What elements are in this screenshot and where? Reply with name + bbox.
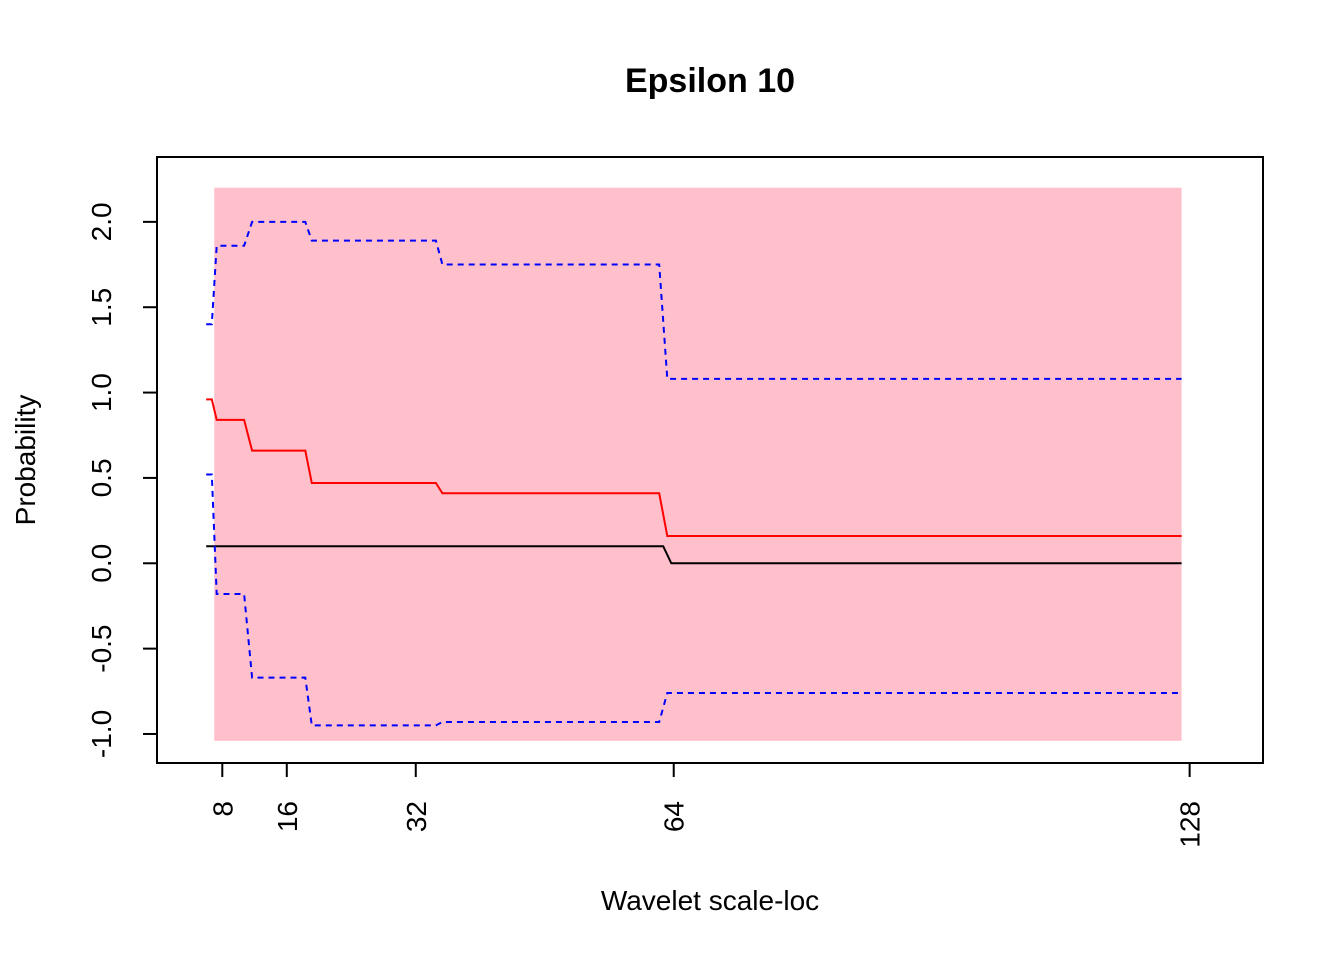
y-tick-label: 1.0 xyxy=(86,373,117,412)
y-tick-label: 0.5 xyxy=(86,458,117,497)
y-tick-label: -1.0 xyxy=(86,710,117,758)
series-line-3 xyxy=(206,220,1182,380)
x-tick-label: 64 xyxy=(659,801,690,832)
x-tick-label: 16 xyxy=(272,801,303,832)
series-line-2 xyxy=(206,398,1182,537)
y-tick-label: 0.0 xyxy=(86,544,117,583)
y-axis-label: Probability xyxy=(10,395,41,526)
plot-area-shading xyxy=(214,187,1182,741)
y-axis: -1.0 -0.5 0.0 0.5 1.0 1.5 2.0 xyxy=(86,202,158,758)
series-line-4 xyxy=(206,473,1182,727)
x-axis: 8 16 32 64 128 xyxy=(207,762,1206,848)
x-tick-label: 128 xyxy=(1175,801,1206,848)
chart-title: Epsilon 10 xyxy=(625,62,795,100)
series-line-1 xyxy=(206,545,1182,565)
y-tick-label: 2.0 xyxy=(86,202,117,241)
x-tick-label: 8 xyxy=(207,801,238,817)
series-layer xyxy=(206,220,1182,727)
x-axis-label: Wavelet scale-loc xyxy=(601,885,819,916)
x-tick-label: 32 xyxy=(401,801,432,832)
y-tick-label: -0.5 xyxy=(86,625,117,673)
y-tick-label: 1.5 xyxy=(86,288,117,327)
